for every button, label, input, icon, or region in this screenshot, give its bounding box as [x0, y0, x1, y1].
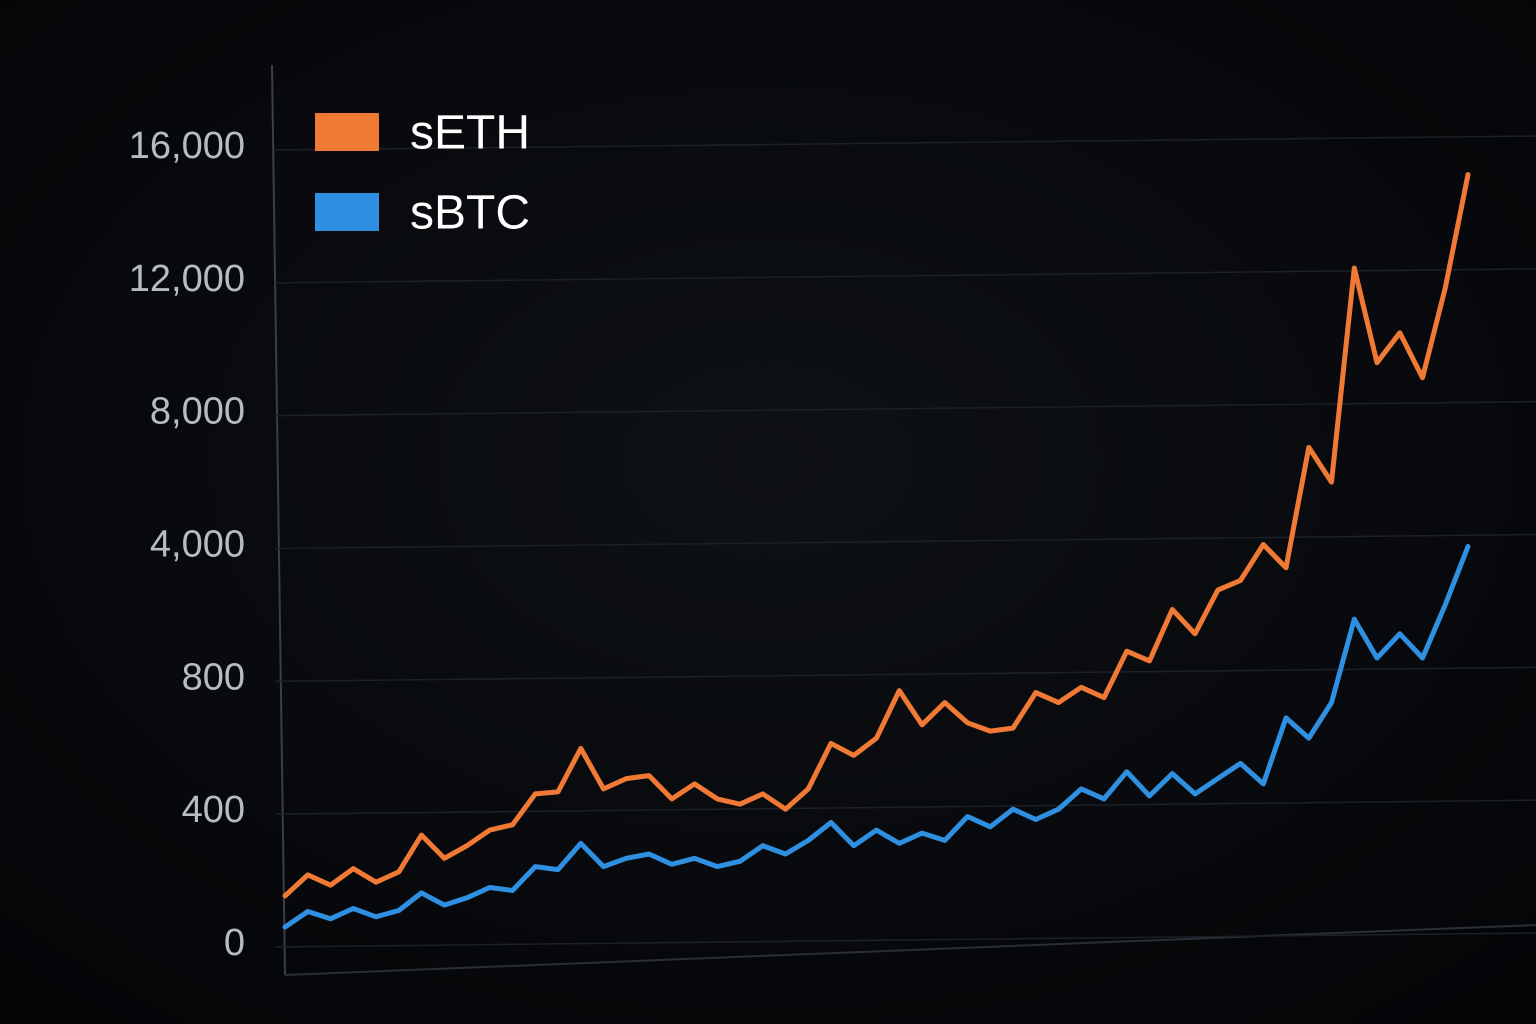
grid-line — [274, 533, 1536, 550]
grid-line — [274, 799, 1536, 815]
y-tick-label: 800 — [182, 656, 245, 698]
legend-swatch — [315, 193, 379, 231]
y-tick-label: 4,000 — [150, 524, 245, 566]
y-tick-label: 8,000 — [150, 391, 245, 433]
grid-line — [274, 666, 1536, 683]
grid-line — [274, 135, 1536, 151]
y-axis-line — [271, 64, 286, 976]
legend-label: sETH — [410, 107, 530, 160]
legend-label: sBTC — [410, 187, 530, 240]
legend-swatch — [315, 113, 379, 151]
y-tick-label: 0 — [224, 922, 245, 964]
grid-line — [274, 932, 1536, 948]
y-tick-label: 16,000 — [129, 125, 245, 167]
y-tick-label: 12,000 — [129, 258, 245, 300]
grid-line — [274, 400, 1536, 417]
series-line — [282, 544, 1471, 930]
y-tick-label: 400 — [182, 789, 245, 831]
series-line — [282, 172, 1471, 899]
grid-line — [274, 268, 1536, 284]
x-axis-line — [284, 924, 1536, 976]
